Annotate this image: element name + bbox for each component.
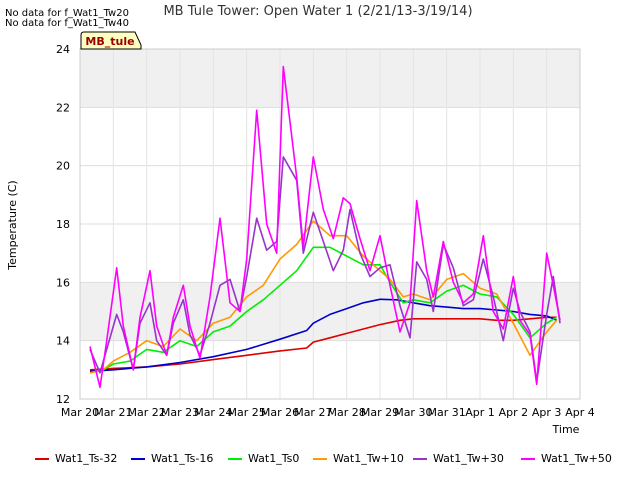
legend-swatch (521, 457, 535, 460)
x-tick-label: Mar 22 (128, 406, 166, 419)
y-tick-label: 22 (56, 101, 70, 114)
legend-swatch (413, 457, 427, 460)
legend: Wat1_Ts-32 Wat1_Ts-16 Wat1_Ts0 Wat1_Tw+10 Wa… (0, 452, 640, 470)
no-data-note-2: No data for f_Wat1_Tw40 (5, 18, 129, 29)
y-tick-label: 12 (56, 393, 70, 406)
x-tick-label: Apr 1 (465, 406, 495, 419)
legend-label: Wat1_Tw+50 (541, 452, 612, 465)
x-tick-label: Mar 31 (428, 406, 466, 419)
legend-item-Wat1_Ts0: Wat1_Ts0 (228, 452, 299, 465)
x-tick-label: Mar 28 (328, 406, 366, 419)
legend-swatch (313, 457, 327, 460)
legend-swatch (35, 457, 49, 460)
legend-label: Wat1_Ts0 (248, 452, 300, 465)
x-tick-label: Mar 20 (61, 406, 99, 419)
series-line-Wat1_Tw+30 (89, 156, 561, 383)
series-line-Wat1_Ts-16 (89, 298, 558, 373)
y-tick-label: 18 (56, 218, 70, 231)
legend-label: Wat1_Tw+10 (333, 452, 404, 465)
legend-item-Wat1_Tw+50: Wat1_Tw+50 (521, 452, 612, 465)
x-tick-label: Apr 3 (532, 406, 562, 419)
shaded-band-1 (80, 49, 580, 108)
series-line-Wat1_Ts0 (89, 246, 558, 374)
legend-item-Wat1_Ts-32: Wat1_Ts-32 (35, 452, 117, 465)
legend-label: Wat1_Ts-16 (151, 452, 214, 465)
legend-item-Wat1_Tw+10: Wat1_Tw+10 (313, 452, 404, 465)
no-data-note-1: No data for f_Wat1_Tw20 (5, 8, 129, 19)
x-tick-label: Mar 30 (394, 406, 432, 419)
x-tick-label: Apr 4 (565, 406, 595, 419)
site-label-box (80, 31, 142, 50)
y-tick-label: 24 (56, 43, 70, 56)
legend-swatch (131, 457, 145, 460)
legend-swatch (228, 457, 242, 460)
chart-title: MB Tule Tower: Open Water 1 (2/21/13-3/1… (163, 4, 472, 19)
y-tick-label: 20 (56, 160, 70, 173)
x-axis-label: Time (552, 423, 580, 436)
x-tick-label: Mar 21 (94, 406, 132, 419)
plot-border (79, 48, 581, 400)
y-tick-label: 16 (56, 276, 70, 289)
x-tick-label: Apr 2 (499, 406, 529, 419)
x-tick-label: Mar 25 (228, 406, 266, 419)
legend-label: Wat1_Tw+30 (433, 452, 504, 465)
x-tick-label: Mar 29 (361, 406, 399, 419)
legend-label: Wat1_Ts-32 (55, 452, 118, 465)
y-tick-label: 14 (56, 335, 70, 348)
x-tick-label: Mar 27 (294, 406, 332, 419)
site-label: MB_tule (85, 35, 134, 48)
y-axis-label: Temperature (C) (6, 180, 19, 270)
legend-item-Wat1_Tw+30: Wat1_Tw+30 (413, 452, 504, 465)
series-line-Wat1_Ts-32 (89, 316, 557, 371)
x-tick-label: Mar 23 (161, 406, 199, 419)
series-line-Wat1_Tw+50 (89, 65, 561, 389)
legend-item-Wat1_Ts-16: Wat1_Ts-16 (131, 452, 213, 465)
x-tick-label: Mar 26 (261, 406, 299, 419)
x-tick-label: Mar 24 (194, 406, 232, 419)
